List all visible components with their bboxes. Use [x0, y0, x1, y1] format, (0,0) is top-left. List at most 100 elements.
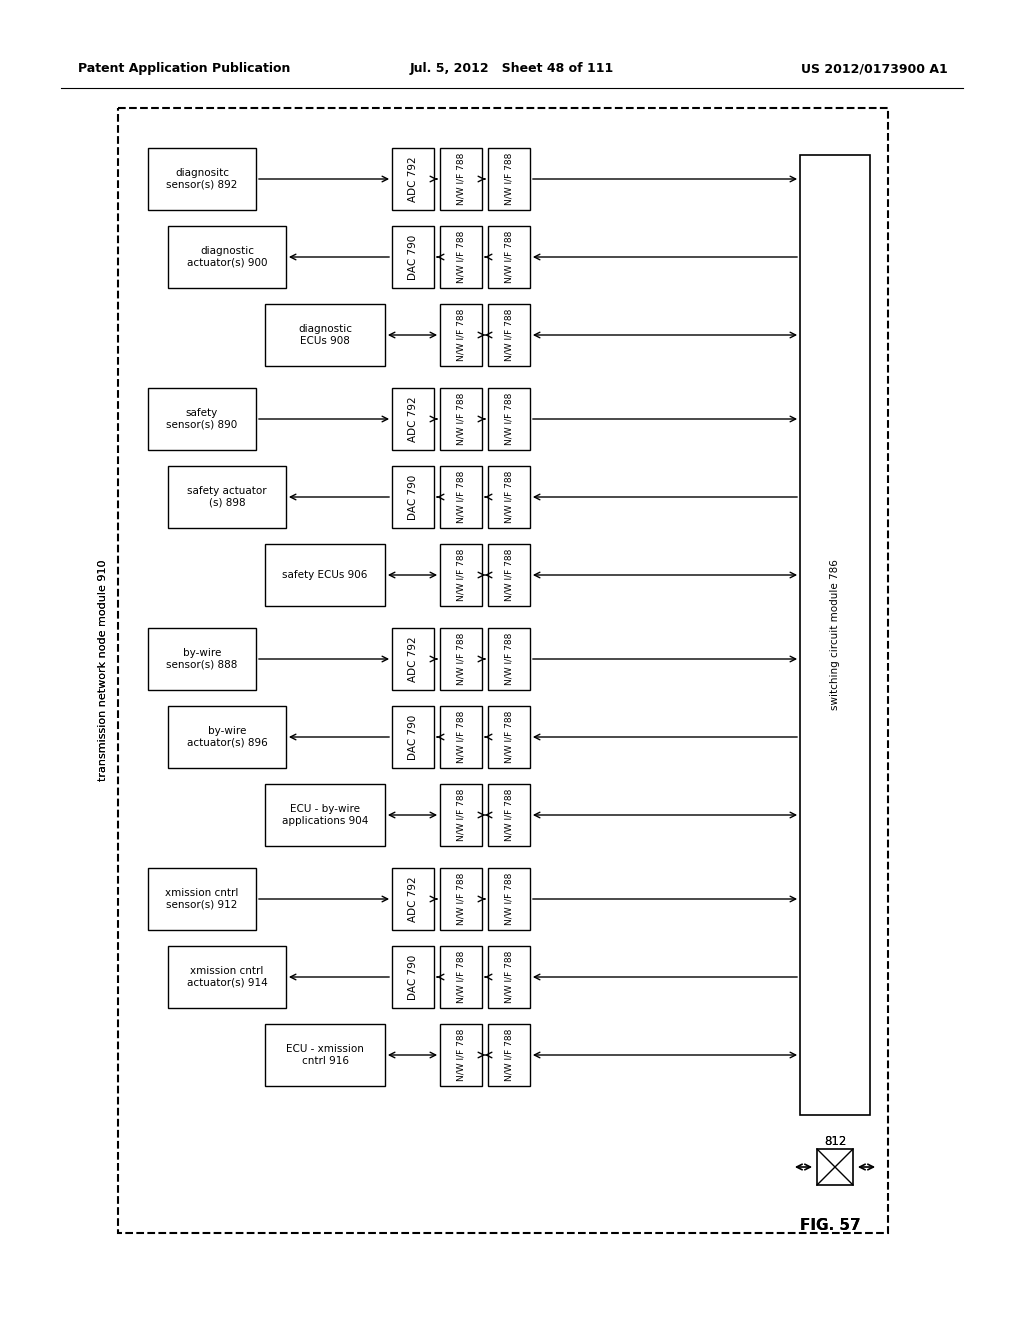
Text: DAC 790: DAC 790 [408, 954, 418, 999]
Text: ADC 792: ADC 792 [408, 876, 418, 921]
Text: N/W I/F 788: N/W I/F 788 [457, 153, 466, 205]
Bar [440, 706, 482, 768]
Bar [488, 1024, 530, 1086]
Text: DAC 790: DAC 790 [408, 714, 418, 759]
Text: diagnositc
sensor(s) 892: diagnositc sensor(s) 892 [166, 168, 238, 190]
Text: N/W I/F 788: N/W I/F 788 [457, 950, 466, 1003]
Bar [488, 148, 530, 210]
Text: N/W I/F 788: N/W I/F 788 [457, 789, 466, 841]
Bar [488, 388, 530, 450]
Text: N/W I/F 788: N/W I/F 788 [457, 1028, 466, 1081]
Text: US 2012/0173900 A1: US 2012/0173900 A1 [801, 62, 948, 75]
Text: ADC 792: ADC 792 [408, 156, 418, 202]
Bar [488, 706, 530, 768]
Text: N/W I/F 788: N/W I/F 788 [505, 950, 513, 1003]
Text: by-wire
sensor(s) 888: by-wire sensor(s) 888 [166, 648, 238, 669]
Bar [168, 706, 286, 768]
Bar [440, 784, 482, 846]
Text: N/W I/F 788: N/W I/F 788 [457, 471, 466, 523]
Bar [168, 946, 286, 1008]
Text: N/W I/F 788: N/W I/F 788 [457, 393, 466, 445]
Text: N/W I/F 788: N/W I/F 788 [457, 231, 466, 284]
Text: N/W I/F 788: N/W I/F 788 [505, 632, 513, 685]
Bar [265, 784, 385, 846]
Text: N/W I/F 788: N/W I/F 788 [505, 549, 513, 601]
Bar [440, 388, 482, 450]
Text: diagnostic
ECUs 908: diagnostic ECUs 908 [298, 325, 352, 346]
Bar [265, 1024, 385, 1086]
Bar [148, 388, 256, 450]
Bar [800, 154, 870, 1115]
Bar [392, 706, 434, 768]
Text: Jul. 5, 2012   Sheet 48 of 111: Jul. 5, 2012 Sheet 48 of 111 [410, 62, 614, 75]
Bar [440, 226, 482, 288]
Text: N/W I/F 788: N/W I/F 788 [457, 710, 466, 763]
Bar [488, 784, 530, 846]
Bar [488, 869, 530, 931]
Bar [392, 466, 434, 528]
Text: safety actuator
(s) 898: safety actuator (s) 898 [187, 486, 267, 508]
Bar [488, 946, 530, 1008]
Text: N/W I/F 788: N/W I/F 788 [505, 153, 513, 205]
Bar [265, 304, 385, 366]
Bar [392, 628, 434, 690]
Text: Patent Application Publication: Patent Application Publication [78, 62, 291, 75]
Text: transmission network node module 910: transmission network node module 910 [98, 560, 108, 781]
Text: ADC 792: ADC 792 [408, 636, 418, 682]
Text: N/W I/F 788: N/W I/F 788 [505, 710, 513, 763]
Text: N/W I/F 788: N/W I/F 788 [505, 873, 513, 925]
Bar [392, 946, 434, 1008]
Bar [440, 544, 482, 606]
Bar [392, 226, 434, 288]
Text: diagnostic
actuator(s) 900: diagnostic actuator(s) 900 [186, 247, 267, 268]
Text: N/W I/F 788: N/W I/F 788 [457, 873, 466, 925]
Text: xmission cntrl
sensor(s) 912: xmission cntrl sensor(s) 912 [165, 888, 239, 909]
Text: N/W I/F 788: N/W I/F 788 [457, 309, 466, 362]
Bar [440, 628, 482, 690]
Bar [440, 869, 482, 931]
Text: switching circuit module 786: switching circuit module 786 [830, 560, 840, 710]
Text: N/W I/F 788: N/W I/F 788 [505, 789, 513, 841]
Text: N/W I/F 788: N/W I/F 788 [505, 309, 513, 362]
Text: 812: 812 [824, 1135, 846, 1148]
Bar [168, 466, 286, 528]
Bar [817, 1148, 853, 1185]
Text: N/W I/F 788: N/W I/F 788 [505, 471, 513, 523]
Text: by-wire
actuator(s) 896: by-wire actuator(s) 896 [186, 726, 267, 748]
Text: FIG. 57: FIG. 57 [800, 1218, 860, 1233]
Bar [440, 148, 482, 210]
Bar [148, 628, 256, 690]
Text: FIG. 57: FIG. 57 [800, 1218, 860, 1233]
Text: ECU - xmission
cntrl 916: ECU - xmission cntrl 916 [286, 1044, 364, 1065]
Text: ADC 792: ADC 792 [408, 396, 418, 442]
Bar [440, 466, 482, 528]
Text: N/W I/F 788: N/W I/F 788 [505, 231, 513, 284]
Bar [148, 148, 256, 210]
Bar [488, 304, 530, 366]
Bar [392, 148, 434, 210]
Bar [118, 108, 888, 1233]
Text: N/W I/F 788: N/W I/F 788 [505, 393, 513, 445]
Bar [168, 226, 286, 288]
Text: DAC 790: DAC 790 [408, 235, 418, 280]
Text: safety
sensor(s) 890: safety sensor(s) 890 [166, 408, 238, 430]
Bar [148, 869, 256, 931]
Text: N/W I/F 788: N/W I/F 788 [505, 1028, 513, 1081]
Text: N/W I/F 788: N/W I/F 788 [457, 632, 466, 685]
Bar [440, 946, 482, 1008]
Text: ECU - by-wire
applications 904: ECU - by-wire applications 904 [282, 804, 369, 826]
Bar [265, 544, 385, 606]
Bar [488, 544, 530, 606]
Bar [392, 388, 434, 450]
Text: 812: 812 [824, 1135, 846, 1148]
Text: transmission network node module 910: transmission network node module 910 [98, 560, 108, 781]
Text: xmission cntrl
actuator(s) 914: xmission cntrl actuator(s) 914 [186, 966, 267, 987]
Bar [488, 628, 530, 690]
Bar [440, 1024, 482, 1086]
Bar [392, 869, 434, 931]
Bar [488, 226, 530, 288]
Text: safety ECUs 906: safety ECUs 906 [283, 570, 368, 579]
Text: N/W I/F 788: N/W I/F 788 [457, 549, 466, 601]
Bar [488, 466, 530, 528]
Text: DAC 790: DAC 790 [408, 474, 418, 520]
